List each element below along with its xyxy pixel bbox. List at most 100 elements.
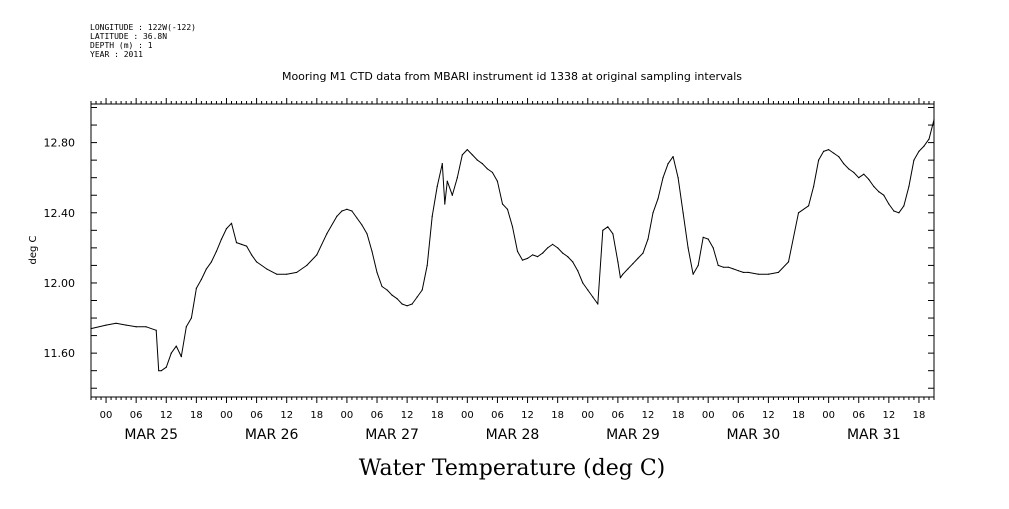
y-axis-labels: 11.60 12.00 12.40 12.80 [44, 137, 76, 361]
data-point [632, 263, 634, 265]
data-point [255, 261, 258, 263]
x-hour-label: 00 [461, 410, 474, 421]
data-point [361, 224, 363, 226]
data-point [175, 345, 177, 347]
y-tick-label: 12.80 [44, 137, 76, 150]
data-point [115, 322, 117, 324]
data-point [436, 185, 438, 188]
data-point [391, 294, 393, 296]
x-hour-label: 12 [280, 410, 293, 421]
data-point [381, 285, 383, 288]
data-point [471, 154, 473, 156]
data-point [868, 178, 870, 181]
data-point [401, 303, 403, 305]
data-point [777, 271, 780, 274]
data-point [220, 238, 223, 240]
x-day-label: MAR 25 [124, 427, 178, 443]
data-point [145, 326, 147, 328]
data-point [225, 227, 228, 230]
data-point [326, 233, 328, 235]
latitude-text: LATITUDE : 36.8N [90, 32, 167, 41]
data-point [888, 203, 890, 205]
data-point [652, 212, 654, 214]
data-point [296, 271, 298, 274]
data-point [848, 168, 850, 170]
data-point [647, 238, 649, 240]
data-point [828, 149, 830, 151]
data-point [863, 173, 865, 175]
data-point [190, 317, 192, 319]
data-point [557, 247, 559, 249]
x-hour-label: 06 [371, 410, 384, 421]
data-point [833, 152, 835, 154]
data-point [817, 159, 820, 161]
data-point [687, 247, 689, 249]
data-point [531, 254, 534, 256]
data-point [908, 185, 910, 188]
y-tick-label: 11.60 [44, 347, 76, 360]
x-day-label: MAR 30 [727, 427, 781, 443]
data-point [266, 268, 268, 270]
year-text: YEAR : 2011 [90, 50, 143, 59]
temperature-series-line [90, 119, 935, 372]
data-point [286, 273, 288, 275]
data-point [506, 208, 509, 210]
data-point [521, 259, 524, 261]
data-point [481, 163, 483, 165]
data-point [672, 156, 674, 158]
data-point [431, 215, 433, 217]
x-hour-label: 00 [581, 410, 594, 421]
data-point [456, 177, 458, 179]
data-point [918, 150, 920, 152]
data-point [742, 271, 744, 274]
plot-frame [90, 103, 935, 398]
data-point [622, 273, 624, 275]
data-point [757, 273, 759, 275]
data-point [883, 194, 885, 196]
data-point [511, 226, 514, 228]
data-point [878, 191, 880, 193]
data-point [913, 159, 915, 161]
data-point [542, 252, 544, 254]
data-point [838, 156, 840, 158]
x-hour-label: 18 [792, 410, 805, 421]
data-point [767, 273, 770, 275]
data-point [592, 296, 594, 298]
data-point [446, 180, 448, 182]
x-day-label: MAR 27 [365, 427, 419, 443]
data-point [105, 324, 107, 326]
data-point [90, 327, 92, 330]
x-hour-label: 06 [732, 410, 745, 421]
data-point [386, 289, 388, 291]
x-hour-label: 00 [822, 410, 835, 421]
data-point [160, 370, 162, 372]
data-point [491, 171, 494, 174]
data-point [702, 236, 704, 238]
data-point [426, 264, 428, 267]
data-point [812, 185, 815, 188]
data-point [582, 282, 584, 284]
data-point [341, 210, 343, 212]
data-point [406, 305, 408, 307]
x-hour-label: 18 [431, 410, 444, 421]
data-point [276, 273, 278, 275]
data-point [747, 271, 749, 274]
metadata-block: LONGITUDE : 122W(-122) LATITUDE : 36.8N … [90, 23, 196, 59]
x-axis-title: Water Temperature (deg C) [359, 456, 666, 481]
data-point [240, 243, 243, 245]
data-point [366, 233, 368, 235]
data-point [903, 205, 905, 207]
axis-ticks [90, 98, 935, 403]
data-point [396, 298, 398, 300]
x-hour-label: 06 [612, 410, 625, 421]
data-point [230, 222, 233, 224]
data-point [642, 252, 644, 254]
data-point [898, 212, 900, 214]
data-point [627, 268, 629, 270]
data-point [416, 296, 418, 298]
x-hour-label: 12 [160, 410, 173, 421]
data-point [516, 250, 519, 252]
data-point [587, 289, 589, 291]
x-day-label: MAR 29 [606, 427, 660, 443]
